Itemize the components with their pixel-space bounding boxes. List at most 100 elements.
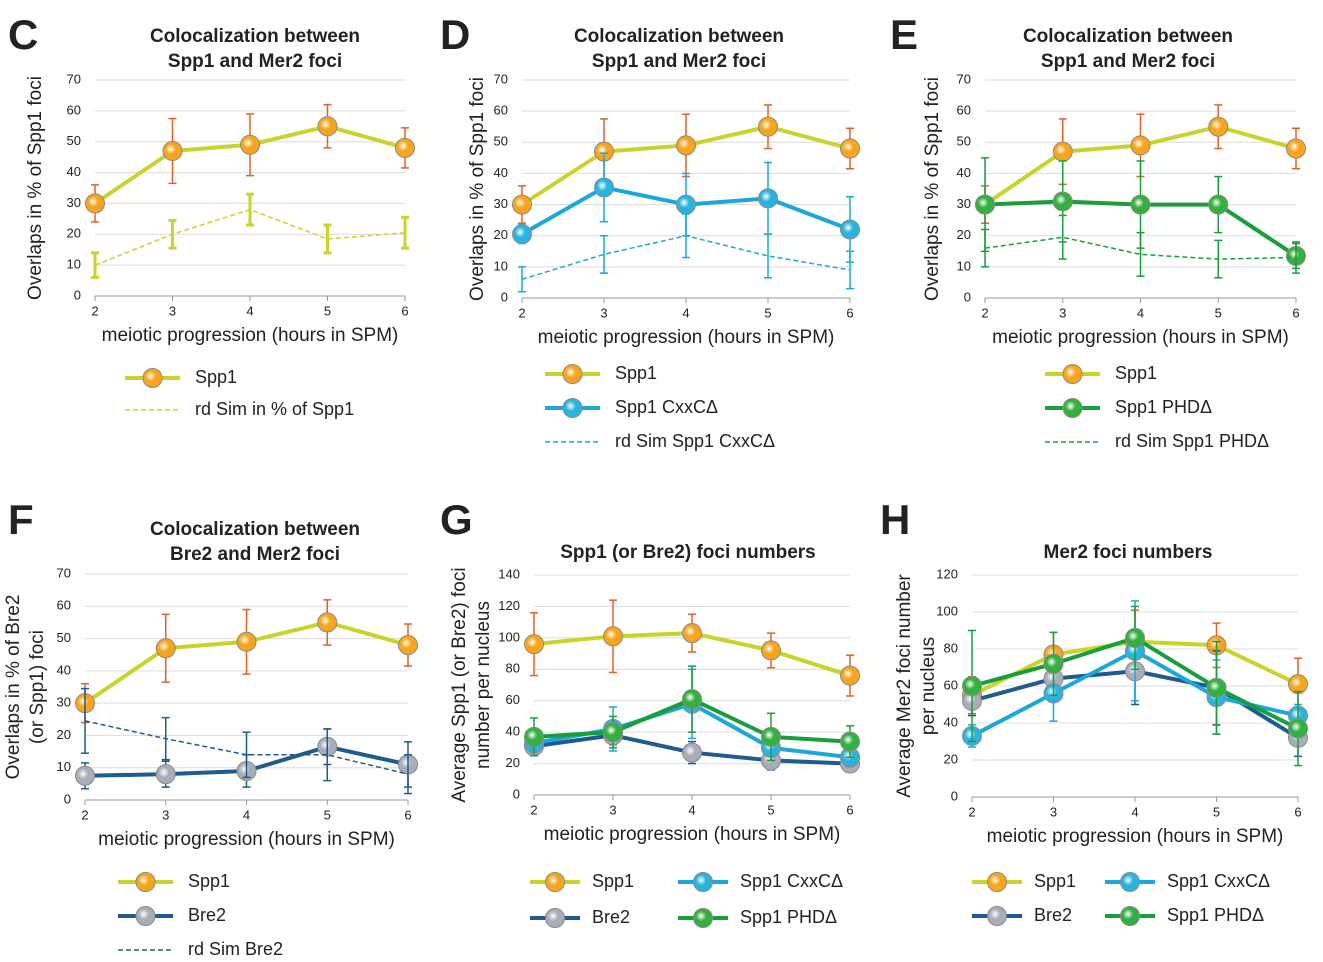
series-line [984, 236, 1297, 260]
point [155, 638, 176, 659]
chart-title: Colocalization between [1023, 26, 1233, 47]
x-tick-label: 2 [968, 804, 975, 819]
y-tick-label: 20 [67, 226, 81, 241]
x-tick-label: 4 [1137, 305, 1144, 320]
y-tick-label: 0 [74, 287, 81, 302]
series [91, 192, 409, 279]
chart-title: Colocalization between [150, 519, 360, 540]
y-tick-label: 40 [67, 164, 81, 179]
point [395, 137, 415, 158]
y-axis-label: Overlaps in % of Spp1 foci [467, 77, 488, 301]
legend-label: Spp1 [1034, 871, 1076, 891]
x-tick-label: 4 [682, 305, 689, 320]
point [1206, 677, 1227, 698]
x-tick-label: 3 [1050, 804, 1057, 819]
legend-label: Bre2 [592, 907, 630, 927]
x-tick-label: 3 [162, 807, 169, 822]
legend-label: Spp1 PHDΔ [1115, 397, 1212, 417]
legend-label: Bre2 [1034, 905, 1072, 925]
x-tick-label: 6 [1292, 305, 1299, 320]
legend-label: Spp1 CxxCΔ [615, 397, 718, 417]
x-tick-label: 4 [688, 802, 695, 817]
legend-marker [1120, 906, 1140, 926]
y-axis-label: number per nucleus [473, 601, 494, 769]
series [512, 104, 860, 225]
y-tick-label: 40 [506, 724, 520, 739]
x-tick-label: 5 [764, 305, 771, 320]
x-tick-label: 6 [846, 305, 853, 320]
point [975, 194, 995, 215]
panel-letter: C [8, 11, 38, 58]
legend-marker [1062, 398, 1083, 418]
point [758, 188, 778, 209]
legend-marker [135, 906, 156, 926]
panel-letter: F [8, 496, 34, 543]
legend-label: Bre2 [188, 905, 226, 925]
point [840, 665, 860, 686]
chart-title: Colocalization between [574, 26, 784, 47]
chart-title: Spp1 and Mer2 foci [592, 51, 766, 72]
point [676, 135, 696, 156]
y-tick-label: 0 [964, 289, 971, 304]
point [1288, 718, 1308, 739]
y-tick-label: 40 [944, 714, 958, 729]
y-tick-label: 20 [494, 227, 508, 242]
panel-letter: D [440, 11, 470, 58]
y-tick-label: 100 [498, 629, 520, 644]
y-tick-label: 10 [957, 258, 971, 273]
point [1286, 138, 1306, 159]
point [682, 623, 702, 644]
x-tick-label: 6 [401, 303, 408, 318]
point [840, 219, 860, 240]
chart-title: Spp1 (or Bre2) foci numbers [560, 542, 816, 563]
y-tick-label: 0 [951, 788, 958, 803]
point [676, 194, 696, 215]
x-axis-label: meiotic progression (hours in SPM) [992, 327, 1289, 348]
legend-marker [562, 364, 583, 384]
legend-marker [135, 872, 156, 892]
y-tick-label: 60 [957, 103, 971, 118]
legend-marker [693, 872, 713, 892]
legend-marker [987, 906, 1007, 926]
legend-marker [1120, 872, 1140, 892]
point [761, 640, 781, 661]
point [524, 634, 544, 655]
chart-title: Spp1 and Mer2 foci [1041, 51, 1215, 72]
point [840, 138, 860, 159]
legend-label: Spp1 CxxCΔ [1167, 871, 1270, 891]
x-tick-label: 2 [530, 802, 537, 817]
y-tick-label: 50 [957, 134, 971, 149]
point [594, 177, 614, 198]
legend-marker [545, 872, 565, 892]
legend-label: rd Sim in % of Spp1 [195, 399, 354, 419]
y-tick-label: 30 [957, 196, 971, 211]
y-tick-label: 50 [67, 133, 81, 148]
point [317, 116, 338, 137]
x-tick-label: 4 [243, 807, 250, 822]
legend-label: Spp1 PHDΔ [740, 907, 837, 927]
legend-label: Spp1 [195, 367, 237, 387]
point [1208, 116, 1229, 137]
legend-label: Spp1 [188, 871, 230, 891]
y-tick-label: 70 [67, 71, 81, 86]
y-tick-label: 60 [494, 103, 508, 118]
x-tick-label: 2 [518, 305, 525, 320]
y-tick-label: 40 [494, 165, 508, 180]
point [85, 193, 105, 214]
x-tick-label: 3 [600, 305, 607, 320]
legend-marker [545, 908, 565, 928]
legend-label: Spp1 [1115, 363, 1157, 383]
chart-title: Bre2 and Mer2 foci [170, 544, 340, 565]
y-tick-label: 70 [957, 71, 971, 86]
legend-label: rd Sim Spp1 CxxCΔ [615, 431, 775, 451]
x-axis-label: meiotic progression (hours in SPM) [98, 829, 395, 850]
series-line [94, 208, 406, 266]
y-axis-label: Overlaps in % of Bre2 [3, 595, 24, 780]
y-tick-label: 80 [506, 661, 520, 676]
series [75, 599, 418, 724]
point [236, 631, 257, 652]
point [317, 612, 338, 633]
y-tick-label: 10 [67, 257, 81, 272]
series [524, 599, 860, 697]
x-tick-label: 4 [246, 303, 253, 318]
